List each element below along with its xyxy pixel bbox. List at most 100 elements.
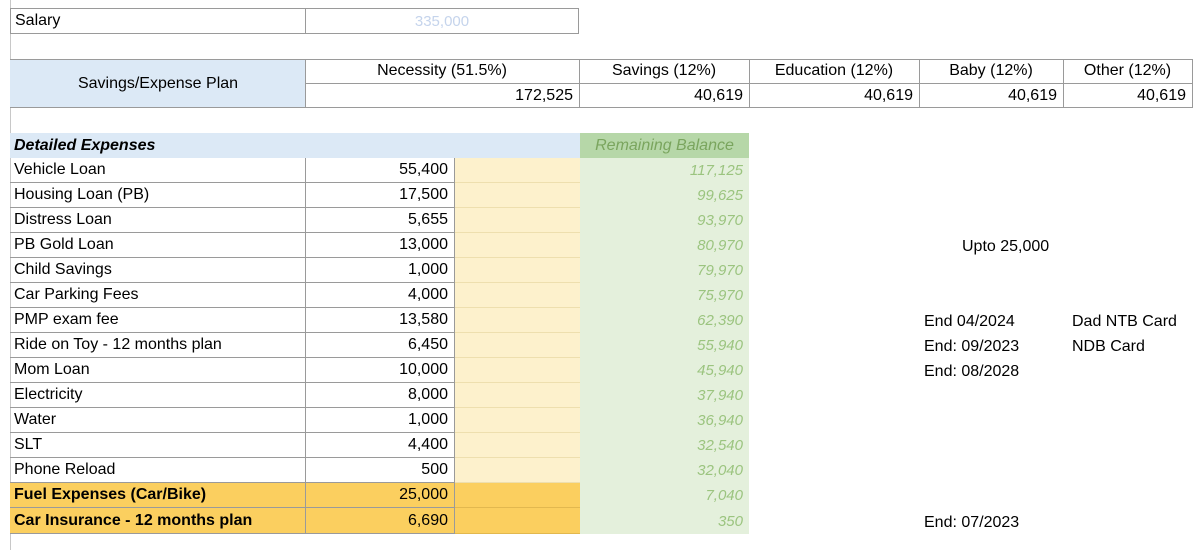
expense-note-cell[interactable] xyxy=(455,433,580,458)
expense-amount-cell[interactable]: 6,450 xyxy=(306,333,455,358)
expense-note-cell[interactable] xyxy=(455,233,580,258)
expense-note-cell[interactable] xyxy=(455,258,580,283)
remaining-balance-value: 7,040 xyxy=(705,487,743,504)
note-mom-end[interactable]: End: 08/2028 xyxy=(920,359,1060,384)
plan-sep-2 xyxy=(749,59,750,108)
remaining-balance-cell[interactable]: 99,625 xyxy=(580,183,749,208)
expense-name: Child Savings xyxy=(14,261,112,278)
plan-value-necessity[interactable]: 172,525 xyxy=(305,84,579,107)
expense-amount: 500 xyxy=(421,461,448,478)
expense-amount-cell[interactable]: 10,000 xyxy=(306,358,455,383)
note-pmp-end[interactable]: End 04/2024 xyxy=(920,309,1060,334)
expense-note-cell[interactable] xyxy=(455,408,580,433)
remaining-balance-cell[interactable]: 45,940 xyxy=(580,358,749,383)
plan-header-baby[interactable]: Baby (12%) xyxy=(919,59,1063,83)
remaining-balance-cell[interactable]: 62,390 xyxy=(580,308,749,333)
remaining-balance-cell[interactable]: 32,040 xyxy=(580,458,749,483)
detailed-expenses-title-label: Detailed Expenses xyxy=(14,136,156,154)
remaining-balance-cell[interactable]: 7,040 xyxy=(580,483,749,508)
remaining-balance-cell[interactable]: 37,940 xyxy=(580,383,749,408)
plan-header-necessity[interactable]: Necessity (51.5%) xyxy=(305,59,579,83)
expense-name-cell[interactable]: SLT xyxy=(10,433,306,458)
salary-value: 335,000 xyxy=(414,12,470,30)
expense-name-cell[interactable]: Car Insurance - 12 months plan xyxy=(10,508,306,534)
note-pmp-card[interactable]: Dad NTB Card xyxy=(1068,309,1196,334)
expense-amount: 13,580 xyxy=(399,311,448,328)
plan-value-other[interactable]: 40,619 xyxy=(1063,84,1192,107)
note-insurance-end[interactable]: End: 07/2023 xyxy=(920,510,1060,535)
expense-name-cell[interactable]: Housing Loan (PB) xyxy=(10,183,306,208)
note-toy-card[interactable]: NDB Card xyxy=(1068,334,1196,359)
plan-label-cell[interactable]: Savings/Expense Plan xyxy=(10,59,306,108)
expense-note-cell[interactable] xyxy=(455,333,580,358)
expense-note-cell[interactable] xyxy=(455,308,580,333)
plan-value: 40,619 xyxy=(864,86,913,104)
expense-name-cell[interactable]: Mom Loan xyxy=(10,358,306,383)
remaining-balance-cell[interactable]: 55,940 xyxy=(580,333,749,358)
expense-note-cell[interactable] xyxy=(455,483,580,508)
expense-note-cell[interactable] xyxy=(455,358,580,383)
remaining-balance-value: 99,625 xyxy=(697,187,743,204)
expense-amount-cell[interactable]: 25,000 xyxy=(306,483,455,508)
remaining-balance-cell[interactable]: 93,970 xyxy=(580,208,749,233)
expense-amount-cell[interactable]: 4,000 xyxy=(306,283,455,308)
plan-header-label: Other (12%) xyxy=(1083,62,1172,79)
expense-name-cell[interactable]: PMP exam fee xyxy=(10,308,306,333)
expense-amount-cell[interactable]: 6,690 xyxy=(306,508,455,534)
expense-note-cell[interactable] xyxy=(455,283,580,308)
expense-name-cell[interactable]: PB Gold Loan xyxy=(10,233,306,258)
salary-label-cell[interactable]: Salary xyxy=(10,8,306,34)
plan-header-education[interactable]: Education (12%) xyxy=(749,59,919,83)
expense-name-cell[interactable]: Car Parking Fees xyxy=(10,283,306,308)
expense-name-cell[interactable]: Phone Reload xyxy=(10,458,306,483)
remaining-balance-cell[interactable]: 32,540 xyxy=(580,433,749,458)
remaining-balance-header[interactable]: Remaining Balance xyxy=(580,133,749,158)
expense-note-cell[interactable] xyxy=(455,458,580,483)
expense-note-cell[interactable] xyxy=(455,383,580,408)
expense-amount-cell[interactable]: 55,400 xyxy=(306,158,455,183)
remaining-balance-value: 55,940 xyxy=(697,337,743,354)
plan-header-other[interactable]: Other (12%) xyxy=(1063,59,1192,83)
remaining-balance-value: 32,540 xyxy=(697,437,743,454)
expense-amount: 8,000 xyxy=(407,386,448,403)
note-gold-loan-cap[interactable]: Upto 25,000 xyxy=(958,234,1108,259)
plan-value: 40,619 xyxy=(694,86,743,104)
plan-value-savings[interactable]: 40,619 xyxy=(579,84,749,107)
expense-name-cell[interactable]: Electricity xyxy=(10,383,306,408)
plan-value-education[interactable]: 40,619 xyxy=(749,84,919,107)
expense-name-cell[interactable]: Child Savings xyxy=(10,258,306,283)
plan-header-savings[interactable]: Savings (12%) xyxy=(579,59,749,83)
remaining-balance-value: 45,940 xyxy=(697,362,743,379)
note-toy-end[interactable]: End: 09/2023 xyxy=(920,334,1060,359)
expense-note-cell[interactable] xyxy=(455,508,580,534)
expense-amount: 55,400 xyxy=(399,161,448,178)
expense-amount-cell[interactable]: 1,000 xyxy=(306,408,455,433)
expense-name-cell[interactable]: Ride on Toy - 12 months plan xyxy=(10,333,306,358)
plan-value-baby[interactable]: 40,619 xyxy=(919,84,1063,107)
remaining-balance-cell[interactable]: 75,970 xyxy=(580,283,749,308)
remaining-balance-cell[interactable]: 117,125 xyxy=(580,158,749,183)
expense-name-cell[interactable]: Fuel Expenses (Car/Bike) xyxy=(10,483,306,508)
remaining-balance-cell[interactable]: 79,970 xyxy=(580,258,749,283)
expense-amount-cell[interactable]: 4,400 xyxy=(306,433,455,458)
expense-amount-cell[interactable]: 13,000 xyxy=(306,233,455,258)
expense-amount-cell[interactable]: 1,000 xyxy=(306,258,455,283)
remaining-balance-cell[interactable]: 80,970 xyxy=(580,233,749,258)
expense-amount: 6,450 xyxy=(407,336,448,353)
expense-note-cell[interactable] xyxy=(455,208,580,233)
expense-name-cell[interactable]: Water xyxy=(10,408,306,433)
remaining-balance-cell[interactable]: 36,940 xyxy=(580,408,749,433)
expense-name-cell[interactable]: Distress Loan xyxy=(10,208,306,233)
salary-value-cell[interactable]: 335,000 xyxy=(305,8,579,34)
remaining-balance-cell[interactable]: 350 xyxy=(580,508,749,534)
detailed-expenses-title[interactable]: Detailed Expenses xyxy=(10,133,580,158)
expense-amount-cell[interactable]: 5,655 xyxy=(306,208,455,233)
expense-amount-cell[interactable]: 13,580 xyxy=(306,308,455,333)
expense-name-cell[interactable]: Vehicle Loan xyxy=(10,158,306,183)
expense-note-cell[interactable] xyxy=(455,158,580,183)
expense-amount-cell[interactable]: 17,500 xyxy=(306,183,455,208)
note-text: End: 08/2028 xyxy=(924,362,1020,380)
expense-amount-cell[interactable]: 8,000 xyxy=(306,383,455,408)
expense-note-cell[interactable] xyxy=(455,183,580,208)
expense-amount-cell[interactable]: 500 xyxy=(306,458,455,483)
